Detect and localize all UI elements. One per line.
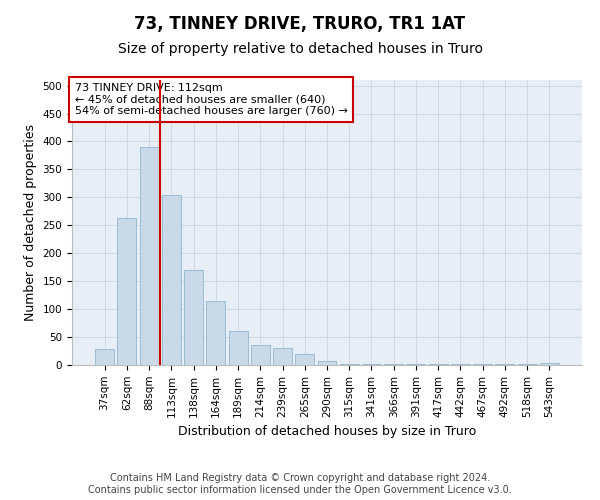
Bar — [229, 332, 248, 365]
Bar — [406, 364, 425, 365]
Text: Contains HM Land Registry data © Crown copyright and database right 2024.
Contai: Contains HM Land Registry data © Crown c… — [88, 474, 512, 495]
Text: 73, TINNEY DRIVE, TRURO, TR1 1AT: 73, TINNEY DRIVE, TRURO, TR1 1AT — [134, 15, 466, 33]
Bar — [317, 360, 337, 365]
Text: Size of property relative to detached houses in Truro: Size of property relative to detached ho… — [118, 42, 482, 56]
Bar — [206, 300, 225, 365]
Bar — [162, 194, 181, 365]
Bar — [451, 364, 470, 365]
Bar — [340, 364, 359, 365]
Y-axis label: Number of detached properties: Number of detached properties — [24, 124, 37, 321]
Bar — [518, 364, 536, 365]
Text: 73 TINNEY DRIVE: 112sqm
← 45% of detached houses are smaller (640)
54% of semi-d: 73 TINNEY DRIVE: 112sqm ← 45% of detache… — [74, 83, 347, 116]
Bar — [540, 364, 559, 365]
Bar — [429, 364, 448, 365]
Bar — [384, 364, 403, 365]
Bar — [251, 346, 270, 365]
X-axis label: Distribution of detached houses by size in Truro: Distribution of detached houses by size … — [178, 425, 476, 438]
Bar — [273, 348, 292, 365]
Bar — [496, 364, 514, 365]
Bar — [295, 354, 314, 365]
Bar — [140, 147, 158, 365]
Bar — [473, 364, 492, 365]
Bar — [184, 270, 203, 365]
Bar — [95, 350, 114, 365]
Bar — [118, 218, 136, 365]
Bar — [362, 364, 381, 365]
